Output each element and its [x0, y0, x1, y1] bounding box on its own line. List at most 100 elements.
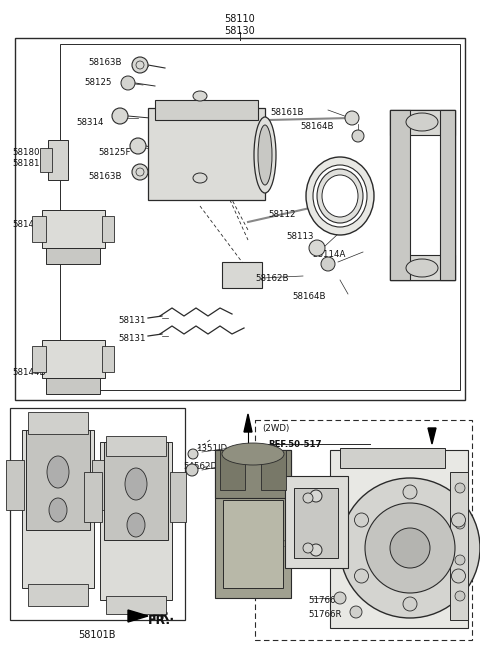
Circle shape: [303, 493, 313, 503]
Text: 58125F: 58125F: [98, 148, 131, 157]
Circle shape: [355, 569, 369, 583]
Text: 58180: 58180: [12, 148, 39, 157]
Polygon shape: [6, 460, 24, 510]
Polygon shape: [40, 148, 52, 172]
Text: REF.50-517: REF.50-517: [268, 440, 322, 449]
Circle shape: [132, 164, 148, 180]
Polygon shape: [390, 110, 455, 280]
Circle shape: [340, 478, 480, 618]
Polygon shape: [390, 110, 410, 280]
Polygon shape: [170, 472, 186, 522]
Text: 1351JD: 1351JD: [196, 444, 227, 453]
Polygon shape: [261, 450, 286, 490]
Circle shape: [365, 503, 455, 593]
Polygon shape: [32, 346, 46, 372]
Circle shape: [403, 597, 417, 611]
Circle shape: [452, 513, 466, 527]
Polygon shape: [440, 110, 455, 280]
Polygon shape: [26, 430, 90, 530]
Polygon shape: [222, 262, 262, 288]
Polygon shape: [106, 436, 166, 456]
Polygon shape: [28, 584, 88, 606]
Polygon shape: [340, 448, 445, 468]
Circle shape: [130, 138, 146, 154]
Polygon shape: [148, 108, 265, 200]
Polygon shape: [155, 100, 258, 120]
Text: 58125: 58125: [84, 78, 111, 87]
Text: 58181: 58181: [12, 159, 39, 168]
Polygon shape: [330, 450, 468, 628]
Polygon shape: [104, 442, 168, 540]
Circle shape: [112, 108, 128, 124]
Text: 58314: 58314: [76, 118, 104, 127]
Polygon shape: [42, 210, 105, 248]
Ellipse shape: [313, 165, 367, 227]
Polygon shape: [244, 414, 252, 432]
Text: 58114A: 58114A: [312, 250, 346, 259]
Circle shape: [303, 543, 313, 553]
Circle shape: [455, 483, 465, 493]
Polygon shape: [102, 216, 114, 242]
Polygon shape: [450, 472, 468, 620]
Ellipse shape: [254, 117, 276, 193]
Circle shape: [403, 485, 417, 499]
Text: 58101B: 58101B: [78, 630, 116, 640]
Text: 58163B: 58163B: [88, 58, 121, 67]
Circle shape: [188, 449, 198, 459]
Polygon shape: [408, 128, 448, 262]
Circle shape: [121, 76, 135, 90]
Circle shape: [334, 592, 346, 604]
Polygon shape: [390, 255, 455, 280]
Text: 58112: 58112: [268, 210, 296, 219]
Circle shape: [352, 130, 364, 142]
Polygon shape: [32, 216, 46, 242]
Ellipse shape: [222, 443, 284, 465]
Circle shape: [321, 257, 335, 271]
Ellipse shape: [322, 175, 358, 217]
Text: 58144B: 58144B: [12, 368, 46, 377]
Polygon shape: [102, 346, 114, 372]
Text: 51766L: 51766L: [308, 596, 340, 605]
Polygon shape: [294, 488, 338, 558]
Circle shape: [455, 591, 465, 601]
Polygon shape: [390, 110, 455, 135]
Circle shape: [452, 569, 466, 583]
Text: 58161B: 58161B: [270, 108, 303, 117]
Circle shape: [309, 240, 325, 256]
Ellipse shape: [127, 513, 145, 537]
Text: 58144B: 58144B: [12, 220, 46, 229]
Circle shape: [455, 519, 465, 529]
Ellipse shape: [406, 113, 438, 131]
Ellipse shape: [406, 259, 438, 277]
Ellipse shape: [193, 91, 207, 101]
Polygon shape: [48, 140, 68, 180]
Text: FR.: FR.: [148, 614, 171, 627]
Text: 58113: 58113: [286, 232, 313, 241]
Polygon shape: [100, 442, 172, 600]
Text: 58164B: 58164B: [292, 292, 325, 301]
Polygon shape: [223, 500, 283, 588]
Polygon shape: [22, 430, 94, 588]
Polygon shape: [106, 596, 166, 614]
Text: 54562D: 54562D: [183, 462, 217, 471]
Text: 51766R: 51766R: [308, 610, 341, 619]
Circle shape: [132, 57, 148, 73]
Ellipse shape: [317, 169, 363, 223]
Polygon shape: [28, 412, 88, 434]
Circle shape: [355, 513, 369, 527]
Text: 58164B: 58164B: [300, 122, 334, 131]
Ellipse shape: [47, 456, 69, 488]
Polygon shape: [46, 378, 100, 394]
Polygon shape: [215, 450, 291, 598]
Text: 1140EJ: 1140EJ: [278, 540, 308, 549]
Polygon shape: [92, 460, 108, 510]
Circle shape: [310, 544, 322, 556]
Polygon shape: [84, 472, 102, 522]
Ellipse shape: [49, 498, 67, 522]
Polygon shape: [46, 248, 100, 264]
Text: (2WD): (2WD): [262, 424, 289, 433]
Ellipse shape: [258, 125, 272, 185]
Text: 58110: 58110: [225, 14, 255, 24]
Polygon shape: [42, 340, 105, 378]
Circle shape: [350, 606, 362, 618]
